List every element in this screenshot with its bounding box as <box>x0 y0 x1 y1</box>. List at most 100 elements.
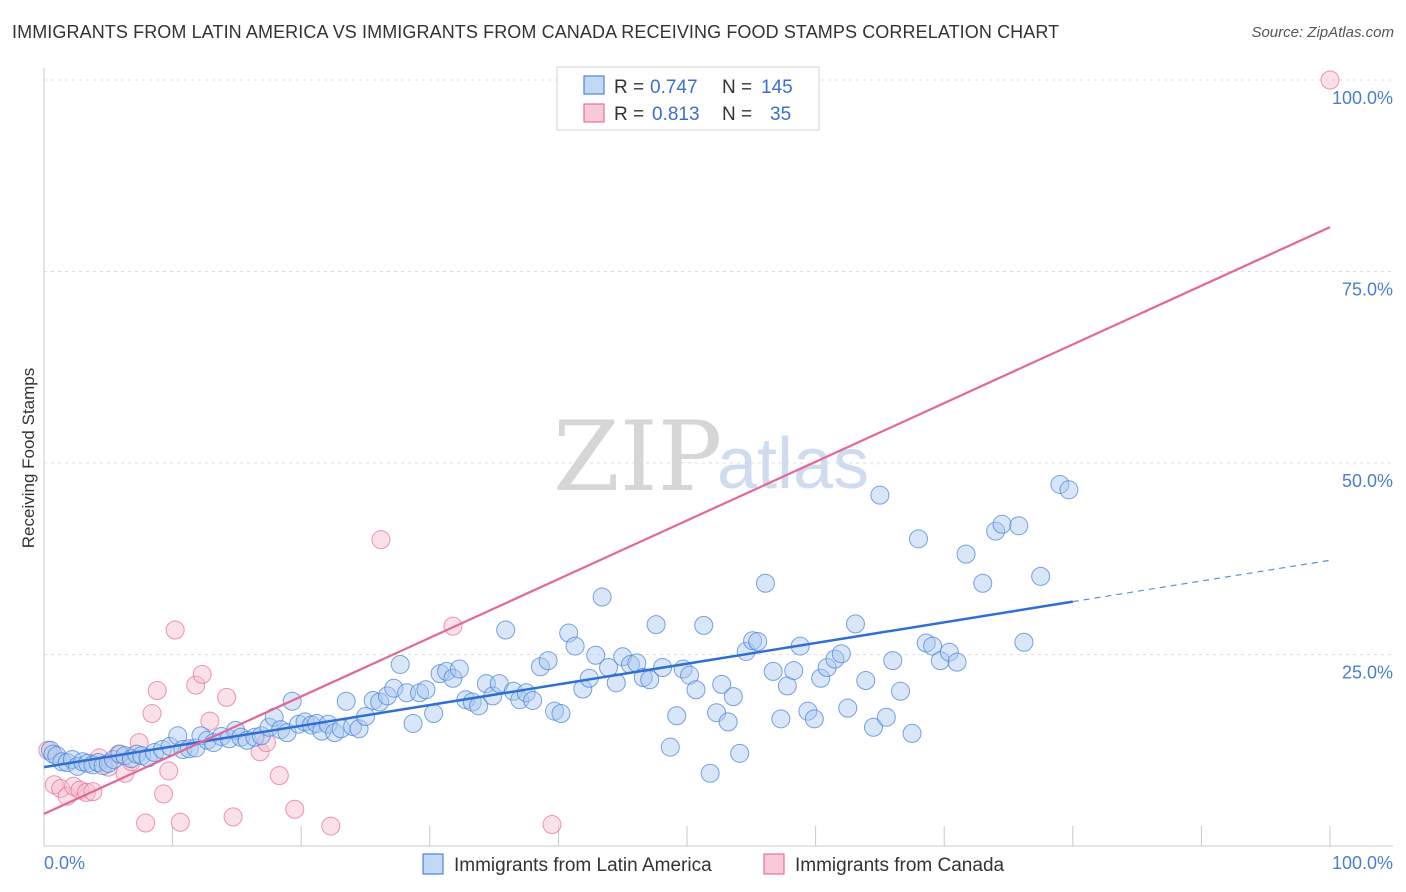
legend-swatch-canada <box>763 853 785 875</box>
point-latin-america <box>992 514 1012 534</box>
point-latin-america <box>1059 480 1079 500</box>
point-latin-america <box>748 631 768 651</box>
point-latin-america <box>565 636 585 656</box>
point-latin-america <box>377 686 397 706</box>
point-canada <box>159 761 179 781</box>
point-latin-america <box>771 709 791 729</box>
point-latin-america <box>370 692 390 712</box>
point-latin-america <box>660 737 680 757</box>
trend-lines <box>43 226 1331 815</box>
point-latin-america <box>646 615 666 635</box>
point-latin-america <box>707 703 727 723</box>
point-latin-america <box>883 651 903 671</box>
point-latin-america <box>667 706 687 726</box>
point-latin-america <box>416 680 436 700</box>
watermark-zip: ZIP <box>553 401 722 513</box>
watermark: ZIP atlas <box>553 401 869 513</box>
point-latin-america <box>551 703 571 723</box>
point-latin-america <box>538 651 558 671</box>
point-latin-america <box>686 680 706 700</box>
trend-line-latin-america-extension <box>1072 559 1331 603</box>
point-latin-america <box>723 687 743 707</box>
point-latin-america <box>1050 474 1070 494</box>
legend-swatch-pink <box>583 103 605 123</box>
point-canada <box>192 664 212 684</box>
point-latin-america <box>730 743 750 763</box>
point-latin-america <box>403 713 423 733</box>
point-latin-america <box>592 587 612 607</box>
point-latin-america <box>98 753 118 773</box>
point-latin-america <box>763 661 783 681</box>
point-latin-america <box>530 657 550 677</box>
point-latin-america <box>902 723 922 743</box>
point-canada <box>223 807 243 827</box>
legend-n-value: 145 <box>761 77 793 98</box>
point-latin-america <box>496 620 516 640</box>
point-latin-america <box>956 544 976 564</box>
point-latin-america <box>718 712 738 732</box>
point-canada <box>186 675 206 695</box>
point-latin-america <box>586 645 606 665</box>
point-latin-america <box>856 671 876 691</box>
x-tick-label: 100.0% <box>1332 853 1393 873</box>
point-latin-america <box>680 665 700 685</box>
chart-title: IMMIGRANTS FROM LATIN AMERICA VS IMMIGRA… <box>12 22 1060 42</box>
legend-n-label: N = <box>722 77 752 98</box>
point-latin-america <box>870 485 890 505</box>
point-latin-america <box>1031 566 1051 586</box>
point-canada <box>269 766 289 786</box>
point-latin-america <box>390 654 410 674</box>
data-points <box>38 70 1340 836</box>
legend-label-latin-america: Immigrants from Latin America <box>454 855 712 876</box>
legend-label-canada: Immigrants from Canada <box>795 855 1005 876</box>
point-canada <box>321 816 341 836</box>
point-latin-america <box>363 690 383 710</box>
y-tick-label: 50.0% <box>1342 471 1393 491</box>
watermark-atlas: atlas <box>717 424 869 504</box>
legend-swatch-blue <box>583 75 605 95</box>
point-latin-america <box>811 668 831 688</box>
point-latin-america <box>845 614 865 634</box>
point-latin-america <box>700 763 720 783</box>
point-canada <box>147 681 167 701</box>
point-canada <box>542 815 562 835</box>
legend-r-label: R = <box>614 77 644 98</box>
point-latin-america <box>784 661 804 681</box>
point-canada <box>371 530 391 550</box>
point-latin-america <box>939 642 959 662</box>
legend-n-label: N = <box>722 104 752 125</box>
point-latin-america <box>613 647 633 667</box>
point-latin-america <box>890 681 910 701</box>
point-latin-america <box>1009 516 1029 536</box>
legend-n-value: 35 <box>770 104 791 125</box>
point-latin-america <box>863 717 883 737</box>
point-canada <box>170 812 190 832</box>
point-canada <box>1320 70 1340 90</box>
point-latin-america <box>349 719 369 739</box>
point-latin-america <box>876 707 896 727</box>
y-tick-labels: 25.0% 50.0% 75.0% 100.0% <box>1332 88 1393 683</box>
point-latin-america <box>712 674 732 694</box>
point-canada <box>165 620 185 640</box>
point-latin-america <box>923 636 943 656</box>
point-latin-america <box>947 652 967 672</box>
legend-r-value: 0.747 <box>650 77 698 98</box>
legend-swatch-latin-america <box>422 853 444 875</box>
y-tick-label: 25.0% <box>1342 663 1393 683</box>
series-legend: Immigrants from Latin America Immigrants… <box>422 853 1005 876</box>
y-tick-label: 75.0% <box>1342 280 1393 300</box>
x-tick-label: 0.0% <box>44 853 85 873</box>
point-canada <box>217 687 237 707</box>
point-latin-america <box>384 678 404 698</box>
point-latin-america <box>1014 632 1034 652</box>
stats-legend: R = 0.747 N = 145 R = 0.813 N = 35 <box>556 66 820 131</box>
point-latin-america <box>838 698 858 718</box>
x-tick-labels: 0.0% 100.0% <box>44 853 1393 873</box>
trend-line-latin-america <box>43 600 1073 769</box>
point-canada <box>285 799 305 819</box>
grid <box>44 79 1393 655</box>
point-latin-america <box>973 573 993 593</box>
point-latin-america <box>523 690 543 710</box>
point-canada <box>136 813 156 833</box>
